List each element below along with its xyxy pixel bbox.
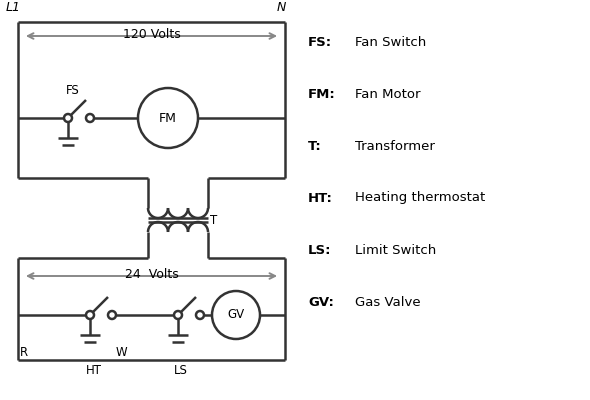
Text: GV: GV xyxy=(227,308,245,322)
Text: FM: FM xyxy=(159,112,177,124)
Text: Fan Switch: Fan Switch xyxy=(355,36,426,48)
Text: Transformer: Transformer xyxy=(355,140,435,152)
Text: HT:: HT: xyxy=(308,192,333,204)
Circle shape xyxy=(86,311,94,319)
Text: T: T xyxy=(210,214,217,226)
Circle shape xyxy=(212,291,260,339)
Text: Gas Valve: Gas Valve xyxy=(355,296,421,308)
Text: N: N xyxy=(277,1,286,14)
Text: T:: T: xyxy=(308,140,322,152)
Circle shape xyxy=(138,88,198,148)
Text: R: R xyxy=(20,346,28,358)
Circle shape xyxy=(64,114,72,122)
Text: FM:: FM: xyxy=(308,88,336,100)
Text: Heating thermostat: Heating thermostat xyxy=(355,192,485,204)
Circle shape xyxy=(108,311,116,319)
Text: Fan Motor: Fan Motor xyxy=(355,88,421,100)
Text: Limit Switch: Limit Switch xyxy=(355,244,436,256)
Circle shape xyxy=(196,311,204,319)
Text: GV:: GV: xyxy=(308,296,334,308)
Text: L1: L1 xyxy=(6,1,21,14)
Text: LS: LS xyxy=(174,364,188,376)
Circle shape xyxy=(86,114,94,122)
Text: 24  Volts: 24 Volts xyxy=(124,268,178,280)
Text: W: W xyxy=(116,346,127,358)
Text: FS:: FS: xyxy=(308,36,332,48)
Text: HT: HT xyxy=(86,364,102,376)
Text: FS: FS xyxy=(66,84,80,96)
Text: LS:: LS: xyxy=(308,244,332,256)
Circle shape xyxy=(174,311,182,319)
Text: 120 Volts: 120 Volts xyxy=(123,28,181,40)
